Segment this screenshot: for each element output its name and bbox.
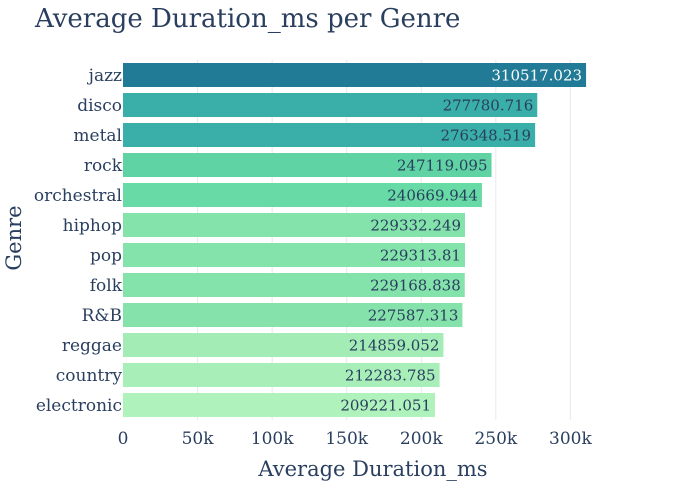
bar-value-label: 212283.785 (345, 367, 436, 385)
chart-title: Average Duration_ms per Genre (35, 4, 461, 34)
bar (123, 183, 482, 207)
bar-value-label: 277780.716 (443, 97, 534, 115)
bar (123, 303, 463, 327)
bar (123, 363, 440, 387)
bar (123, 153, 492, 177)
bar (123, 243, 465, 267)
bar-value-label: 229168.838 (370, 277, 461, 295)
y-tick-label: electronic (36, 396, 122, 416)
bar-value-label: 247119.095 (397, 157, 488, 175)
bar (123, 63, 587, 87)
bar (123, 93, 538, 117)
x-tick-label: 300k (549, 429, 592, 449)
y-tick-label: hiphop (63, 216, 122, 236)
y-tick-label: rock (84, 156, 123, 176)
bar (123, 123, 536, 147)
bar (123, 213, 466, 237)
y-tick-label: pop (90, 246, 122, 266)
bar-value-label: 227587.313 (368, 307, 459, 325)
x-tick-label: 50k (182, 429, 215, 449)
bar (123, 333, 444, 357)
y-tick-label: orchestral (34, 186, 122, 206)
x-tick-label: 200k (400, 429, 443, 449)
bar-value-label: 229313.81 (380, 247, 461, 265)
bar-value-label: 276348.519 (440, 127, 531, 145)
x-tick-label: 250k (474, 429, 517, 449)
bar (123, 393, 436, 417)
x-tick-label: 0 (118, 429, 129, 449)
x-tick-label: 100k (251, 429, 294, 449)
y-tick-label: country (56, 366, 123, 386)
y-tick-label: metal (73, 126, 122, 146)
bar-value-label: 310517.023 (491, 67, 582, 85)
x-axis-title: Average Duration_ms (257, 457, 487, 481)
bar-value-label: 209221.051 (340, 397, 431, 415)
y-axis-title: Genre (2, 205, 26, 270)
y-tick-label: reggae (62, 336, 122, 356)
y-tick-label: folk (90, 276, 123, 296)
y-tick-label: disco (77, 96, 122, 116)
y-tick-label: R&B (82, 306, 122, 326)
x-tick-label: 150k (325, 429, 368, 449)
bar-value-label: 229332.249 (370, 217, 461, 235)
bar-value-label: 214859.052 (349, 337, 440, 355)
bar-value-label: 240669.944 (387, 187, 478, 205)
y-tick-label: jazz (87, 66, 122, 86)
bar (123, 273, 465, 297)
